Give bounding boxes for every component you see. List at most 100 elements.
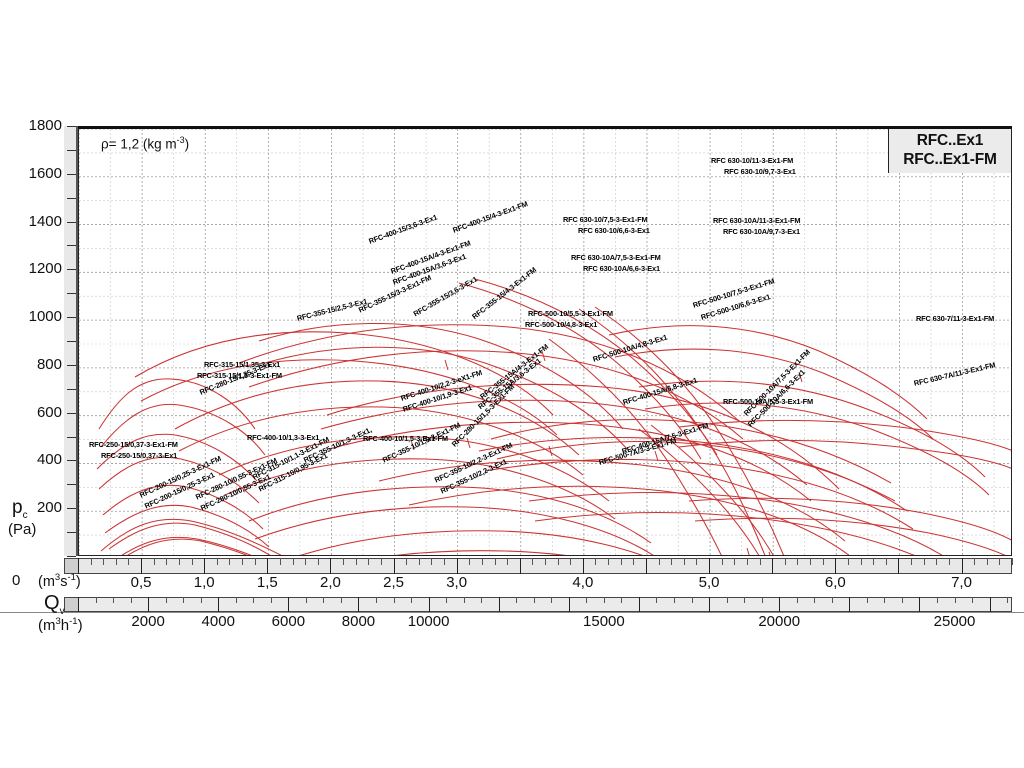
x-axis-minor-tick (784, 558, 786, 565)
x-axis-major-tick (267, 558, 269, 574)
x-axis-major-tick (645, 558, 647, 574)
y-axis-gutter (64, 126, 78, 557)
x2-axis-minor-tick (744, 597, 746, 603)
x-axis-minor-tick (810, 558, 812, 565)
flow-subscript: v (59, 606, 65, 617)
x-axis-minor-tick (545, 558, 546, 565)
x-axis-major-tick (835, 558, 837, 574)
y-tick-label: 600 (36, 403, 62, 421)
x-tick-label-secondary: 2000 (131, 613, 165, 630)
y-axis-tick (67, 197, 76, 199)
x-axis-minor-tick (343, 558, 345, 565)
x2-axis-major-tick (849, 597, 851, 612)
x-tick-label-secondary: 8000 (341, 613, 376, 630)
y-tick-label: 1000 (28, 308, 62, 326)
x-axis-minor-tick (317, 558, 319, 565)
x2-axis-minor-tick (884, 597, 886, 603)
x2-axis-major-tick (989, 597, 991, 612)
curve-label: RFC-400-10/1,3-3-Ex1 (247, 433, 320, 442)
x-axis-minor-tick (115, 558, 117, 565)
y-axis-tick (67, 532, 76, 534)
x-axis-major-tick (393, 558, 395, 574)
performance-curve (218, 436, 610, 502)
x-axis-minor-tick (103, 558, 105, 565)
curve-label: RFC 630-10A/11-3-Ex1-FM (713, 216, 801, 225)
x-axis-minor-tick (974, 558, 976, 565)
x2-axis-minor-tick (95, 597, 97, 603)
x-axis-minor-tick (166, 558, 168, 565)
x-axis-minor-tick (178, 558, 180, 565)
unit-s-sup: 3 (55, 616, 61, 627)
x2-axis-minor-tick (551, 597, 553, 603)
x-axis-minor-tick (658, 558, 660, 565)
x-axis-minor-tick (1012, 558, 1013, 565)
performance-curve (98, 456, 260, 504)
x-axis-minor-tick (873, 558, 875, 565)
performance-curve (100, 518, 282, 555)
y-axis-tick (67, 317, 76, 319)
x-axis-minor-tick (254, 558, 256, 565)
curve-label: RFC 630-10/9,7-3-Ex1 (724, 167, 796, 176)
x2-axis-minor-tick (901, 597, 903, 603)
x-axis-major-tick (709, 558, 711, 574)
y-axis-tick (67, 245, 76, 247)
pressure-axis-unit: (Pa) (8, 521, 37, 538)
curve-marker-tick (798, 371, 803, 383)
density-paren: ) (184, 136, 190, 152)
curve-label: RFC-250-15/0,37-3-Ex1-FM (89, 440, 178, 449)
x-axis-major-tick (456, 558, 458, 574)
x-tick-label-secondary: 10000 (407, 613, 450, 630)
x-axis-minor-tick (797, 558, 799, 565)
x-tick-label-primary: 6,0 (824, 574, 846, 591)
unit-p-sup2: -1 (67, 572, 76, 583)
x-axis-secondary-bar (64, 597, 1012, 612)
unit-s-a: (m (38, 617, 56, 634)
x-axis-minor-tick (683, 558, 685, 565)
performance-curve (174, 380, 580, 456)
performance-curve (638, 380, 986, 478)
x-axis-major-tick (330, 558, 332, 574)
x-axis-minor-tick (620, 558, 622, 565)
x-axis-minor-tick (279, 558, 281, 565)
performance-curve (100, 403, 266, 456)
performance-curve (104, 504, 270, 548)
x-axis-minor-tick (242, 558, 244, 565)
y-tick-label: 1400 (28, 212, 62, 230)
performance-curve (650, 424, 774, 555)
y-axis-tick (67, 412, 76, 414)
pressure-symbol: p (12, 497, 23, 518)
x2-axis-major-tick (568, 597, 570, 612)
x2-axis-minor-tick (1007, 597, 1009, 603)
x2-axis-major-tick (779, 597, 781, 612)
performance-curve (102, 484, 264, 530)
x-axis-major-tick (204, 558, 206, 574)
x2-axis-minor-tick (270, 597, 272, 603)
curve-label: RFC 630-10A/6,6-3-Ex1 (583, 264, 660, 273)
x2-axis-minor-tick (113, 597, 115, 603)
y-axis-tick (67, 556, 76, 557)
x2-axis-minor-tick (621, 597, 623, 603)
x2-axis-major-tick (428, 597, 430, 612)
x-tick-label-primary: 1,0 (193, 574, 215, 591)
x-tick-label-primary: 7,0 (951, 574, 972, 591)
x-axis-minor-tick (570, 558, 572, 565)
x2-axis-minor-tick (831, 597, 833, 603)
performance-curve (528, 491, 943, 555)
performance-curve (458, 282, 702, 460)
performance-curve (96, 433, 258, 482)
x-axis-major-tick (141, 558, 143, 574)
performance-curve (474, 278, 718, 456)
x2-axis-minor-tick (533, 597, 535, 603)
performance-curve (678, 439, 1011, 469)
curve-label: RFC 630-10A/7,5-3-Ex1-FM (571, 253, 661, 262)
y-axis-tick (67, 341, 76, 342)
x2-axis-major-tick (358, 597, 360, 612)
x2-axis-minor-tick (305, 597, 307, 603)
x2-axis-minor-tick (603, 597, 605, 603)
x-axis-minor-tick (507, 558, 509, 565)
performance-curve (127, 538, 248, 555)
x-axis-major-tick (961, 558, 963, 574)
performance-curve (98, 378, 256, 430)
flow-symbol: Q (44, 592, 60, 614)
x-axis-minor-tick (469, 558, 471, 565)
